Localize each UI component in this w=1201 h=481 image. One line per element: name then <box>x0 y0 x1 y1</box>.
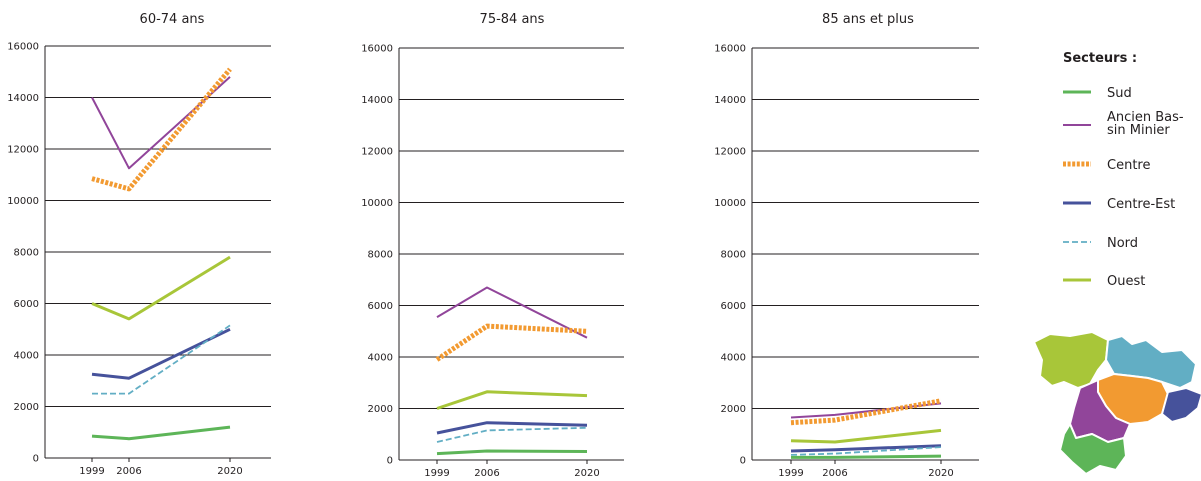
x-tick-label: 2006 <box>116 466 141 477</box>
x-tick-label: 1999 <box>424 468 449 479</box>
y-tick-label: 12000 <box>7 145 39 156</box>
y-tick-label: 12000 <box>714 147 746 158</box>
legend-label: Centre-Est <box>1107 197 1175 212</box>
map-region-centre-est <box>1161 387 1201 423</box>
y-tick-label: 4000 <box>721 353 746 364</box>
series-line-abm <box>436 286 588 339</box>
legend-label: Ancien Bas- <box>1107 110 1184 125</box>
region-map-icon <box>1033 331 1201 475</box>
y-tick-label: 10000 <box>7 196 39 207</box>
legend-label: Ouest <box>1107 274 1145 289</box>
legend-label: sin Minier <box>1107 123 1170 138</box>
series-line-centre <box>91 67 232 192</box>
chart-panel-1: 60-74 ans 0 2000 4000 6000 8000 10000 12000 1400… <box>7 12 271 477</box>
y-tick-label: 16000 <box>361 44 393 55</box>
map-region-ouest <box>1033 331 1109 389</box>
y-tick-label: 16000 <box>714 44 746 55</box>
series-line-ouest <box>436 390 588 410</box>
chart-panel-2: 75-84 ans 0 2000 4000 6000 8000 10000 12000 1400… <box>361 12 624 479</box>
y-tick-label: 10000 <box>361 198 393 209</box>
legend: Secteurs : Sud Ancien Bas-sin Minier Centre… <box>1063 51 1184 289</box>
legend-label: Sud <box>1107 86 1132 101</box>
series-line-nord <box>436 426 588 443</box>
y-tick-label: 8000 <box>14 248 39 259</box>
y-tick-label: 8000 <box>368 250 393 261</box>
legend-title: Secteurs : <box>1063 51 1137 66</box>
y-tick-label: 14000 <box>361 95 393 106</box>
x-tick-label: 2020 <box>574 468 599 479</box>
x-tick-label: 2006 <box>474 468 499 479</box>
series-line-ouest <box>91 255 231 321</box>
series-line-sud <box>436 449 588 456</box>
y-tick-label: 10000 <box>714 198 746 209</box>
y-tick-label: 12000 <box>361 147 393 158</box>
legend-label: Nord <box>1107 236 1138 251</box>
y-tick-label: 2000 <box>14 402 39 413</box>
y-tick-label: 4000 <box>14 351 39 362</box>
series-line-centre-est <box>91 327 231 380</box>
series-line-sud <box>91 425 231 441</box>
y-tick-label: 0 <box>33 454 39 465</box>
y-tick-label: 6000 <box>721 301 746 312</box>
y-tick-label: 6000 <box>368 301 393 312</box>
x-tick-label: 1999 <box>778 468 803 479</box>
y-tick-label: 4000 <box>368 353 393 364</box>
y-tick-label: 16000 <box>7 42 39 53</box>
series-line-nord <box>790 446 942 456</box>
legend-label: Centre <box>1107 158 1150 173</box>
x-tick-label: 2020 <box>217 466 242 477</box>
y-tick-label: 0 <box>387 456 393 467</box>
y-tick-label: 14000 <box>7 93 39 104</box>
chart-title: 60-74 ans <box>140 12 205 27</box>
y-tick-label: 8000 <box>721 250 746 261</box>
series-line-ouest <box>790 428 942 444</box>
x-tick-label: 2020 <box>928 468 953 479</box>
series-line-sud <box>791 454 942 459</box>
series-line-nord <box>92 324 231 395</box>
y-tick-label: 2000 <box>368 404 393 415</box>
x-tick-label: 2006 <box>822 468 847 479</box>
series-line-centre <box>435 323 588 362</box>
series-line-centre-est <box>436 421 588 435</box>
y-tick-label: 0 <box>740 456 746 467</box>
y-tick-label: 14000 <box>714 95 746 106</box>
chart-panel-3: 85 ans et plus 0 2000 4000 6000 8000 10000 1200… <box>714 12 979 479</box>
y-tick-label: 6000 <box>14 299 39 310</box>
map-region-sud <box>1059 423 1127 475</box>
x-tick-label: 1999 <box>79 466 104 477</box>
chart-title: 75-84 ans <box>480 12 545 27</box>
series-line-centre-est <box>790 444 942 453</box>
y-tick-label: 2000 <box>721 404 746 415</box>
series-line-centre <box>790 398 942 426</box>
chart-title: 85 ans et plus <box>822 12 914 27</box>
